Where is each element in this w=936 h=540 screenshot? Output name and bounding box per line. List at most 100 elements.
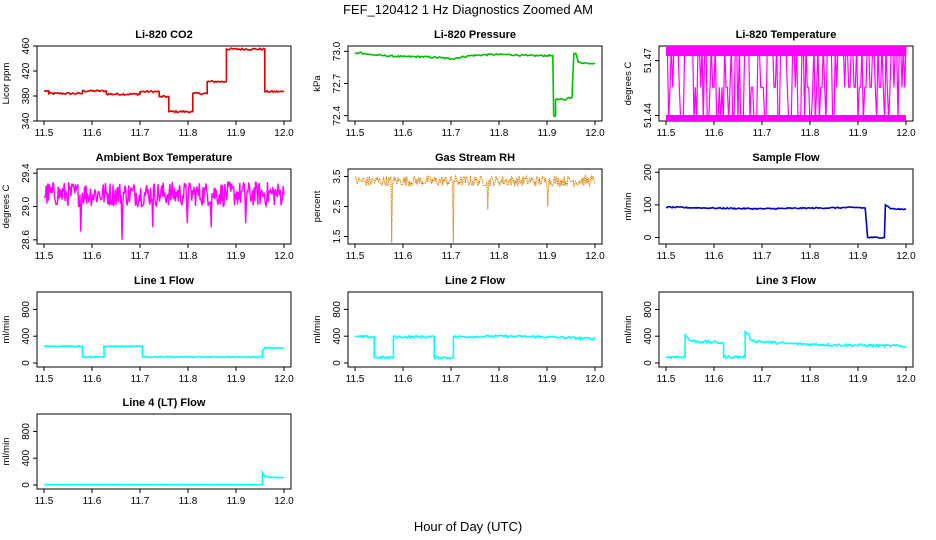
x-tick-label: 12.0 — [274, 374, 294, 385]
plot-frame — [658, 291, 914, 368]
panel-title: Li-820 Temperature — [736, 29, 837, 41]
y-tick-label: 200 — [643, 163, 654, 180]
y-tick-label: 400 — [21, 327, 32, 344]
y-tick-label: 1.5 — [332, 229, 343, 243]
series-line — [43, 181, 285, 240]
series-group — [44, 469, 285, 486]
y-axis-label: ml/min — [623, 316, 634, 344]
x-tick-label: 11.7 — [442, 251, 461, 262]
panel-8: Line 2 Flow ml/min 11.5 11.6 11.7 11.8 11.9 12.… — [312, 275, 605, 385]
x-tick-label: 11.5 — [346, 128, 365, 139]
y-tick-label: 51.44 — [643, 103, 654, 128]
panel-title: Line 3 Flow — [756, 275, 816, 287]
series-group — [43, 47, 285, 114]
x-tick-label: 12.0 — [585, 128, 605, 139]
y-tick-label: 420 — [21, 62, 32, 79]
x-tick-label: 11.8 — [801, 251, 820, 262]
series-group — [43, 181, 285, 240]
y-tick-label: 400 — [332, 327, 343, 344]
x-tick-label: 12.0 — [274, 496, 294, 507]
x-tick-label: 12.0 — [585, 374, 605, 385]
x-tick-label: 11.6 — [83, 128, 102, 139]
y-axis-label: ml/min — [1, 438, 12, 466]
series-line — [665, 203, 907, 239]
y-tick-label: 800 — [643, 301, 654, 318]
x-tick-label: 12.0 — [274, 128, 294, 139]
plot-frame — [347, 291, 603, 368]
y-tick-label: 51.47 — [643, 48, 654, 73]
x-tick-label: 11.8 — [179, 251, 198, 262]
series-line — [354, 174, 596, 243]
y-tick-label: 3.5 — [332, 169, 343, 183]
series-group — [43, 344, 285, 359]
y-tick-label: 0 — [21, 482, 32, 488]
x-tick-label: 12.0 — [585, 251, 605, 262]
series-line — [43, 47, 285, 114]
x-tick-label: 11.9 — [538, 251, 557, 262]
series-line — [666, 46, 907, 121]
x-tick-label: 11.9 — [849, 374, 868, 385]
panel-title: Li-820 CO2 — [135, 29, 192, 41]
x-tick-label: 11.9 — [227, 128, 246, 139]
y-tick-label: 0 — [21, 360, 32, 366]
figure-title: FEF_120412 1 Hz Diagnostics Zoomed AM — [343, 2, 593, 17]
plot-frame — [36, 168, 292, 245]
panel-7: Line 1 Flow ml/min 11.5 11.6 11.7 11.8 11.9 12.… — [1, 275, 294, 385]
y-axis-label: percent — [312, 190, 323, 222]
plot-frame — [36, 45, 292, 122]
panel-title: Line 4 (LT) Flow — [123, 397, 206, 409]
panel-title: Sample Flow — [752, 152, 820, 164]
series-group — [665, 203, 907, 239]
lower-band — [666, 115, 906, 121]
x-tick-label: 11.7 — [131, 251, 150, 262]
x-tick-label: 11.7 — [131, 496, 150, 507]
x-tick-label: 11.5 — [657, 251, 676, 262]
x-tick-label: 11.7 — [442, 128, 461, 139]
x-tick-label: 11.6 — [394, 251, 413, 262]
y-tick-label: 72.4 — [332, 105, 343, 125]
x-tick-label: 11.5 — [346, 374, 365, 385]
y-tick-label: 800 — [332, 301, 343, 318]
series-group — [354, 51, 596, 118]
series-group — [666, 46, 907, 121]
series-line — [665, 330, 907, 360]
y-tick-label: 29.0 — [21, 196, 32, 216]
x-tick-label: 11.6 — [394, 374, 413, 385]
y-axis-label: Licor ppm — [1, 63, 12, 105]
y-tick-label: 29.4 — [21, 163, 32, 183]
x-tick-label: 11.5 — [346, 251, 365, 262]
panel-title: Gas Stream RH — [435, 152, 515, 164]
plot-frame — [36, 291, 292, 368]
x-tick-label: 11.6 — [83, 496, 102, 507]
y-axis-label: ml/min — [312, 316, 323, 344]
y-axis-label: degrees C — [1, 184, 12, 228]
y-axis-label: ml/min — [1, 316, 12, 344]
panel-10: Line 4 (LT) Flow ml/min 11.5 11.6 11.7 11.8 11… — [1, 397, 294, 507]
panel-title: Ambient Box Temperature — [96, 152, 233, 164]
x-tick-label: 11.5 — [657, 128, 676, 139]
y-tick-label: 73.0 — [332, 41, 343, 61]
x-tick-label: 12.0 — [896, 374, 916, 385]
y-tick-label: 380 — [21, 87, 32, 104]
x-tick-label: 11.5 — [35, 374, 54, 385]
x-tick-label: 11.7 — [753, 374, 772, 385]
panel-4: Ambient Box Temperature degrees C 11.5 11.6… — [1, 152, 294, 262]
x-tick-label: 11.6 — [83, 374, 102, 385]
y-tick-label: 400 — [643, 327, 654, 344]
y-tick-label: 0 — [332, 360, 343, 366]
y-tick-label: 72.7 — [332, 73, 343, 93]
x-tick-label: 11.7 — [131, 374, 150, 385]
x-tick-label: 11.6 — [705, 128, 724, 139]
x-tick-label: 12.0 — [896, 128, 916, 139]
x-tick-label: 11.9 — [849, 128, 868, 139]
x-tick-label: 11.8 — [801, 128, 820, 139]
y-axis-label: degrees C — [623, 61, 634, 105]
panel-6: Sample Flow ml/min 11.5 11.6 11.7 11.8 11.9 12.… — [623, 152, 916, 262]
plot-frame — [36, 413, 292, 490]
x-tick-label: 11.9 — [227, 251, 246, 262]
panel-title: Line 1 Flow — [134, 275, 194, 287]
x-tick-label: 11.8 — [490, 374, 509, 385]
y-axis-label: ml/min — [623, 193, 634, 221]
panel-2: Li-820 Pressure kPa 11.5 11.6 11.7 11.8 11.9 12… — [312, 29, 605, 139]
y-tick-label: 100 — [643, 196, 654, 213]
